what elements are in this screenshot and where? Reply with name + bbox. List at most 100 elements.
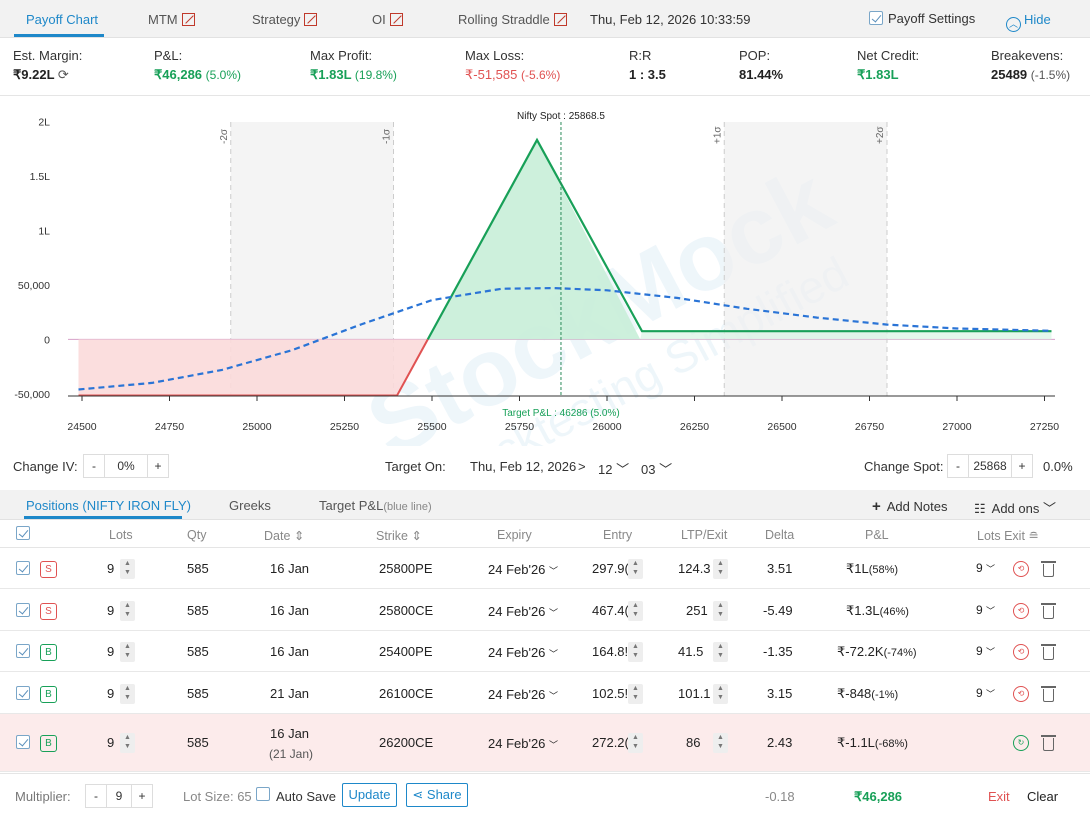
x-tick-label: 26250 — [680, 421, 709, 433]
auto-save-checkbox[interactable] — [256, 787, 270, 801]
exit-position-icon[interactable]: ⟲ — [1013, 686, 1029, 702]
multiplier-value-cell[interactable]: 9 — [106, 785, 132, 807]
iv-increment-button[interactable]: + — [154, 459, 162, 473]
next-date-icon[interactable]: > — [578, 459, 586, 474]
entry-price[interactable]: 297.9( — [592, 561, 628, 576]
tab-rolling-straddle[interactable]: Rolling Straddle — [458, 12, 567, 27]
row-checkbox[interactable] — [16, 644, 30, 658]
update-button[interactable]: Update — [342, 783, 397, 807]
refresh-icon[interactable]: ⟳ — [57, 67, 69, 82]
multiplier-increment-button[interactable]: + — [138, 789, 146, 803]
ltp-value[interactable]: 251 — [686, 603, 708, 618]
exit-lots-select[interactable]: 9 ﹀ — [976, 644, 995, 658]
lots-spinner[interactable]: ▲ ▼ — [120, 601, 135, 621]
exit-lots-select[interactable]: 9 ﹀ — [976, 561, 995, 575]
row-checkbox[interactable] — [16, 561, 30, 575]
multiplier-value: 9 — [115, 789, 123, 803]
iv-stepper[interactable]: - 0% + — [83, 454, 169, 478]
entry-price[interactable]: 102.5! — [592, 686, 628, 701]
entry-spinner[interactable]: ▲ ▼ — [628, 601, 643, 621]
delete-icon[interactable] — [1041, 644, 1056, 660]
exit-position-icon[interactable]: ⟲ — [1013, 561, 1029, 577]
tab-target-pnl[interactable]: Target P&L(blue line) — [319, 498, 432, 513]
entry-price[interactable]: 164.8! — [592, 644, 628, 659]
add-notes-button[interactable]: + Add Notes — [872, 498, 947, 515]
lots-value[interactable]: 9 — [107, 644, 115, 659]
ltp-spinner[interactable]: ▲ ▼ — [713, 684, 728, 704]
payoff-settings-toggle[interactable]: Payoff Settings — [869, 11, 975, 26]
hide-button[interactable]: ︿ Hide — [1006, 12, 1051, 32]
ltp-value[interactable]: 101.1 — [678, 686, 711, 701]
ltp-spinner[interactable]: ▲ ▼ — [713, 601, 728, 621]
expiry-select[interactable]: 24 Feb'26 ﹀ — [488, 645, 558, 660]
spot-decrement-button[interactable]: - — [956, 459, 960, 473]
lots-value[interactable]: 9 — [107, 561, 115, 576]
tab-strategy[interactable]: Strategy — [252, 12, 318, 27]
chart-controls: Change IV: - 0% + Target On: Thu, Feb 12… — [0, 450, 1090, 484]
payoff-settings-checkbox[interactable] — [869, 11, 883, 25]
payoff-chart[interactable]: StockMockBacktesting Simplified-2σ-1σ+1σ… — [0, 96, 1090, 446]
header-date[interactable]: Date ⇕ — [264, 528, 304, 543]
delete-icon[interactable] — [1041, 561, 1056, 577]
tab-oi[interactable]: OI — [372, 12, 403, 27]
target-minute-select[interactable]: 03 ﹀ — [641, 459, 672, 478]
target-date[interactable]: Thu, Feb 12, 2026 — [470, 459, 577, 474]
spot-value[interactable]: 25868 — [968, 455, 1012, 477]
exit-lots-select[interactable]: 9 ﹀ — [976, 686, 995, 700]
row-checkbox[interactable] — [16, 735, 30, 749]
expiry-select[interactable]: 24 Feb'26 ﹀ — [488, 736, 558, 751]
share-icon: ⋖ — [412, 787, 424, 802]
ltp-value[interactable]: 124.3 — [678, 561, 711, 576]
multiplier-stepper[interactable]: - 9 + — [85, 784, 153, 808]
tab-payoff-chart[interactable]: Payoff Chart — [26, 12, 98, 27]
exit-all-button[interactable]: Exit — [988, 789, 1010, 804]
delete-icon[interactable] — [1041, 735, 1056, 751]
re-enter-icon[interactable]: ↻ — [1013, 735, 1029, 751]
iv-decrement-button[interactable]: - — [92, 459, 96, 473]
ltp-value[interactable]: 41.5 — [678, 644, 704, 659]
lots-spinner[interactable]: ▲ ▼ — [120, 684, 135, 704]
expiry-select[interactable]: 24 Feb'26 ﹀ — [488, 562, 558, 577]
target-hour-select[interactable]: 12 ﹀ — [598, 459, 629, 478]
delete-icon[interactable] — [1041, 686, 1056, 702]
multiplier-decrement-button[interactable]: - — [94, 789, 98, 803]
share-button[interactable]: ⋖ Share — [406, 783, 468, 807]
lots-spinner[interactable]: ▲ ▼ — [120, 733, 135, 753]
tab-positions[interactable]: Positions (NIFTY IRON FLY) — [26, 498, 191, 513]
spot-pct: 0.0% — [1043, 459, 1073, 474]
select-all-checkbox[interactable] — [16, 526, 30, 540]
exit-position-icon[interactable]: ⟲ — [1013, 644, 1029, 660]
exit-lots-select[interactable]: 9 ﹀ — [976, 603, 995, 617]
tab-greeks[interactable]: Greeks — [229, 498, 271, 513]
entry-price[interactable]: 467.4( — [592, 603, 628, 618]
header-lots-exit[interactable]: Lots Exit ≘ — [977, 528, 1039, 543]
delete-icon[interactable] — [1041, 603, 1056, 619]
exit-position-icon[interactable]: ⟲ — [1013, 603, 1029, 619]
lots-value[interactable]: 9 — [107, 603, 115, 618]
target-minute: 03 — [641, 462, 656, 477]
lots-value[interactable]: 9 — [107, 686, 115, 701]
lots-spinner[interactable]: ▲ ▼ — [120, 559, 135, 579]
ltp-value[interactable]: 86 — [686, 735, 701, 750]
clear-button[interactable]: Clear — [1027, 789, 1059, 804]
ltp-spinner[interactable]: ▲ ▼ — [713, 559, 728, 579]
entry-spinner[interactable]: ▲ ▼ — [628, 733, 643, 753]
tab-mtm[interactable]: MTM — [148, 12, 195, 27]
entry-spinner[interactable]: ▲ ▼ — [628, 642, 643, 662]
spot-increment-button[interactable]: + — [1018, 459, 1026, 473]
ltp-spinner[interactable]: ▲ ▼ — [713, 642, 728, 662]
expiry-select[interactable]: 24 Feb'26 ﹀ — [488, 687, 558, 702]
header-strike[interactable]: Strike ⇕ — [376, 528, 422, 543]
entry-spinner[interactable]: ▲ ▼ — [628, 559, 643, 579]
lots-value[interactable]: 9 — [107, 735, 115, 750]
spot-stepper[interactable]: - 25868 + — [947, 454, 1033, 478]
ltp-spinner[interactable]: ▲ ▼ — [713, 733, 728, 753]
iv-value[interactable]: 0% — [104, 455, 148, 477]
row-checkbox[interactable] — [16, 686, 30, 700]
row-checkbox[interactable] — [16, 603, 30, 617]
entry-spinner[interactable]: ▲ ▼ — [628, 684, 643, 704]
lots-spinner[interactable]: ▲ ▼ — [120, 642, 135, 662]
add-ons-button[interactable]: ☷ Add ons ﹀ — [974, 498, 1056, 517]
expiry-select[interactable]: 24 Feb'26 ﹀ — [488, 604, 558, 619]
entry-price[interactable]: 272.2( — [592, 735, 628, 750]
